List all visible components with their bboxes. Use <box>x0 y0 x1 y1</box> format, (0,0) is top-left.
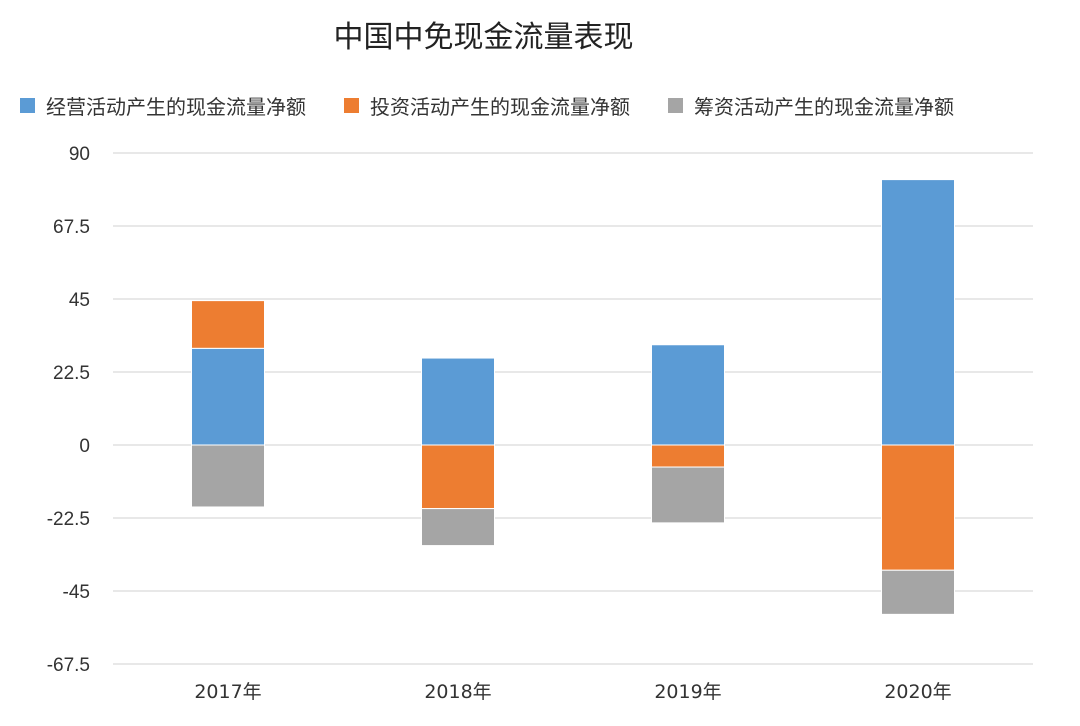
chart-title: 中国中免现金流量表现 <box>333 20 634 55</box>
x-category-label: 2019年 <box>654 681 721 703</box>
legend-swatch-operating <box>20 97 35 113</box>
legend-label-operating: 经营活动产生的现金流量净额 <box>46 94 306 119</box>
legend-label-investing: 投资活动产生的现金流量净额 <box>370 94 630 119</box>
bar-segment <box>421 508 495 547</box>
bar-segment <box>881 569 955 615</box>
bar-segment <box>651 466 725 524</box>
legend-item-financing: 筹资活动产生的现金流量净额 <box>668 91 954 120</box>
legend-swatch-financing <box>668 97 683 113</box>
y-tick-label: 67.5 <box>53 217 90 238</box>
bar-segment <box>651 444 725 468</box>
bar-segment <box>881 179 955 446</box>
y-tick-label: -67.5 <box>47 655 90 676</box>
legend-item-investing: 投资活动产生的现金流量净额 <box>344 91 630 120</box>
legend-item-operating: 经营活动产生的现金流量净额 <box>20 91 306 120</box>
y-tick-label: -22.5 <box>47 509 90 530</box>
bar-segment <box>191 444 265 508</box>
bar-segment <box>191 347 265 446</box>
y-tick-label: -45 <box>63 582 90 603</box>
x-category-label: 2018年 <box>424 681 491 703</box>
bar-segment <box>191 300 265 349</box>
legend-label-financing: 筹资活动产生的现金流量净额 <box>694 94 954 119</box>
x-category-label: 2017年 <box>194 681 261 703</box>
bar-segment <box>421 357 495 446</box>
y-tick-label: 0 <box>79 436 90 457</box>
y-tick-label: 22.5 <box>53 363 90 384</box>
bar-segment <box>651 344 725 446</box>
x-category-label: 2020年 <box>884 681 951 703</box>
bar-segment <box>881 444 955 571</box>
legend-swatch-investing <box>344 97 359 113</box>
y-tick-label: 45 <box>69 290 90 311</box>
legend: 经营活动产生的现金流量净额 投资活动产生的现金流量净额 筹资活动产生的现金流量净… <box>20 91 992 119</box>
bar-segment <box>421 444 495 510</box>
y-tick-label: 90 <box>69 144 90 165</box>
